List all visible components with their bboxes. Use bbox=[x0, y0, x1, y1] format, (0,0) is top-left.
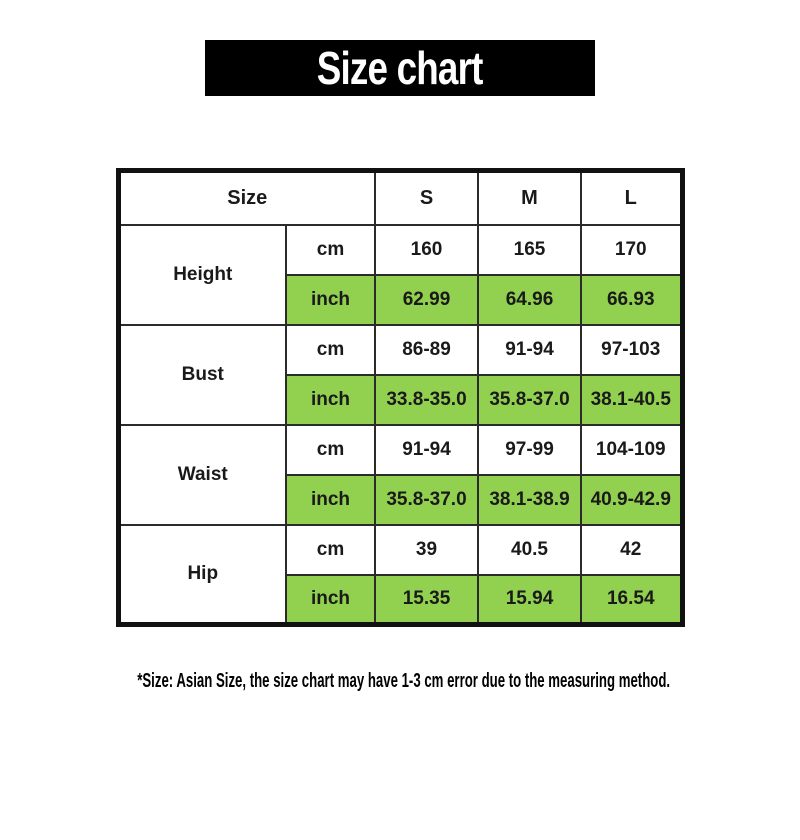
waist-unit-cm: cm bbox=[285, 423, 376, 476]
height-cm-row: Height cm 160 165 170 bbox=[117, 223, 683, 326]
bust-unit-inch: inch bbox=[285, 373, 376, 426]
title-banner: Size chart bbox=[205, 40, 595, 96]
row-label-height: Height bbox=[117, 223, 287, 326]
bust-cm-m: 91-94 bbox=[477, 323, 582, 376]
size-chart-page: Size chart Size S M L Height cm 160 165 bbox=[0, 40, 800, 840]
header-col-s: S bbox=[374, 169, 479, 226]
row-label-hip: Hip bbox=[117, 523, 287, 626]
hip-inch-l: 16.54 bbox=[580, 573, 683, 626]
footnote-text: *Size: Asian Size, the size chart may ha… bbox=[137, 670, 671, 692]
page-title: Size chart bbox=[317, 42, 484, 94]
hip-unit-inch: inch bbox=[285, 573, 376, 626]
bust-cm-row: Bust cm 86-89 91-94 97-103 bbox=[117, 323, 683, 426]
bust-cm-l: 97-103 bbox=[580, 323, 683, 376]
waist-cm-row: Waist cm 91-94 97-99 104-109 bbox=[117, 423, 683, 526]
bust-inch-s: 33.8-35.0 bbox=[374, 373, 479, 426]
height-unit-inch: inch bbox=[285, 273, 376, 326]
waist-inch-row: inch 35.8-37.0 38.1-38.9 40.9-42.9 bbox=[118, 473, 683, 526]
waist-cm-m: 97-99 bbox=[477, 423, 582, 476]
height-inch-l: 66.93 bbox=[580, 273, 683, 326]
waist-cm-s: 91-94 bbox=[374, 423, 479, 476]
height-cm-m: 165 bbox=[477, 223, 582, 276]
height-unit-cm: cm bbox=[285, 223, 376, 276]
hip-cm-row: Hip cm 39 40.5 42 bbox=[117, 523, 683, 626]
hip-cm-l: 42 bbox=[580, 523, 683, 576]
height-cm-l: 170 bbox=[580, 223, 683, 276]
height-inch-m: 64.96 bbox=[477, 273, 582, 326]
waist-unit-inch: inch bbox=[285, 473, 376, 526]
bust-inch-l: 38.1-40.5 bbox=[580, 373, 683, 426]
header-col-l: L bbox=[580, 169, 683, 226]
hip-cm-s: 39 bbox=[374, 523, 479, 576]
header-row: Size S M L bbox=[117, 169, 683, 226]
bust-inch-m: 35.8-37.0 bbox=[477, 373, 582, 426]
hip-inch-m: 15.94 bbox=[477, 573, 582, 626]
size-table: Size S M L Height cm 160 165 170 inch 62… bbox=[115, 168, 685, 627]
height-cm-s: 160 bbox=[374, 223, 479, 276]
height-inch-s: 62.99 bbox=[374, 273, 479, 326]
row-label-bust: Bust bbox=[117, 323, 287, 426]
bust-inch-row: inch 33.8-35.0 35.8-37.0 38.1-40.5 bbox=[118, 373, 683, 426]
footnote: *Size: Asian Size, the size chart may ha… bbox=[0, 669, 800, 693]
waist-inch-m: 38.1-38.9 bbox=[477, 473, 582, 526]
bust-unit-cm: cm bbox=[285, 323, 376, 376]
waist-cm-l: 104-109 bbox=[580, 423, 683, 476]
waist-inch-s: 35.8-37.0 bbox=[374, 473, 479, 526]
hip-unit-cm: cm bbox=[285, 523, 376, 576]
row-label-waist: Waist bbox=[117, 423, 287, 526]
hip-cm-m: 40.5 bbox=[477, 523, 582, 576]
waist-inch-l: 40.9-42.9 bbox=[580, 473, 683, 526]
height-inch-row: inch 62.99 64.96 66.93 bbox=[118, 273, 683, 326]
hip-inch-row: inch 15.35 15.94 16.54 bbox=[118, 573, 683, 626]
bust-cm-s: 86-89 bbox=[374, 323, 479, 376]
header-size-label: Size bbox=[117, 169, 376, 226]
hip-inch-s: 15.35 bbox=[374, 573, 479, 626]
header-col-m: M bbox=[477, 169, 582, 226]
